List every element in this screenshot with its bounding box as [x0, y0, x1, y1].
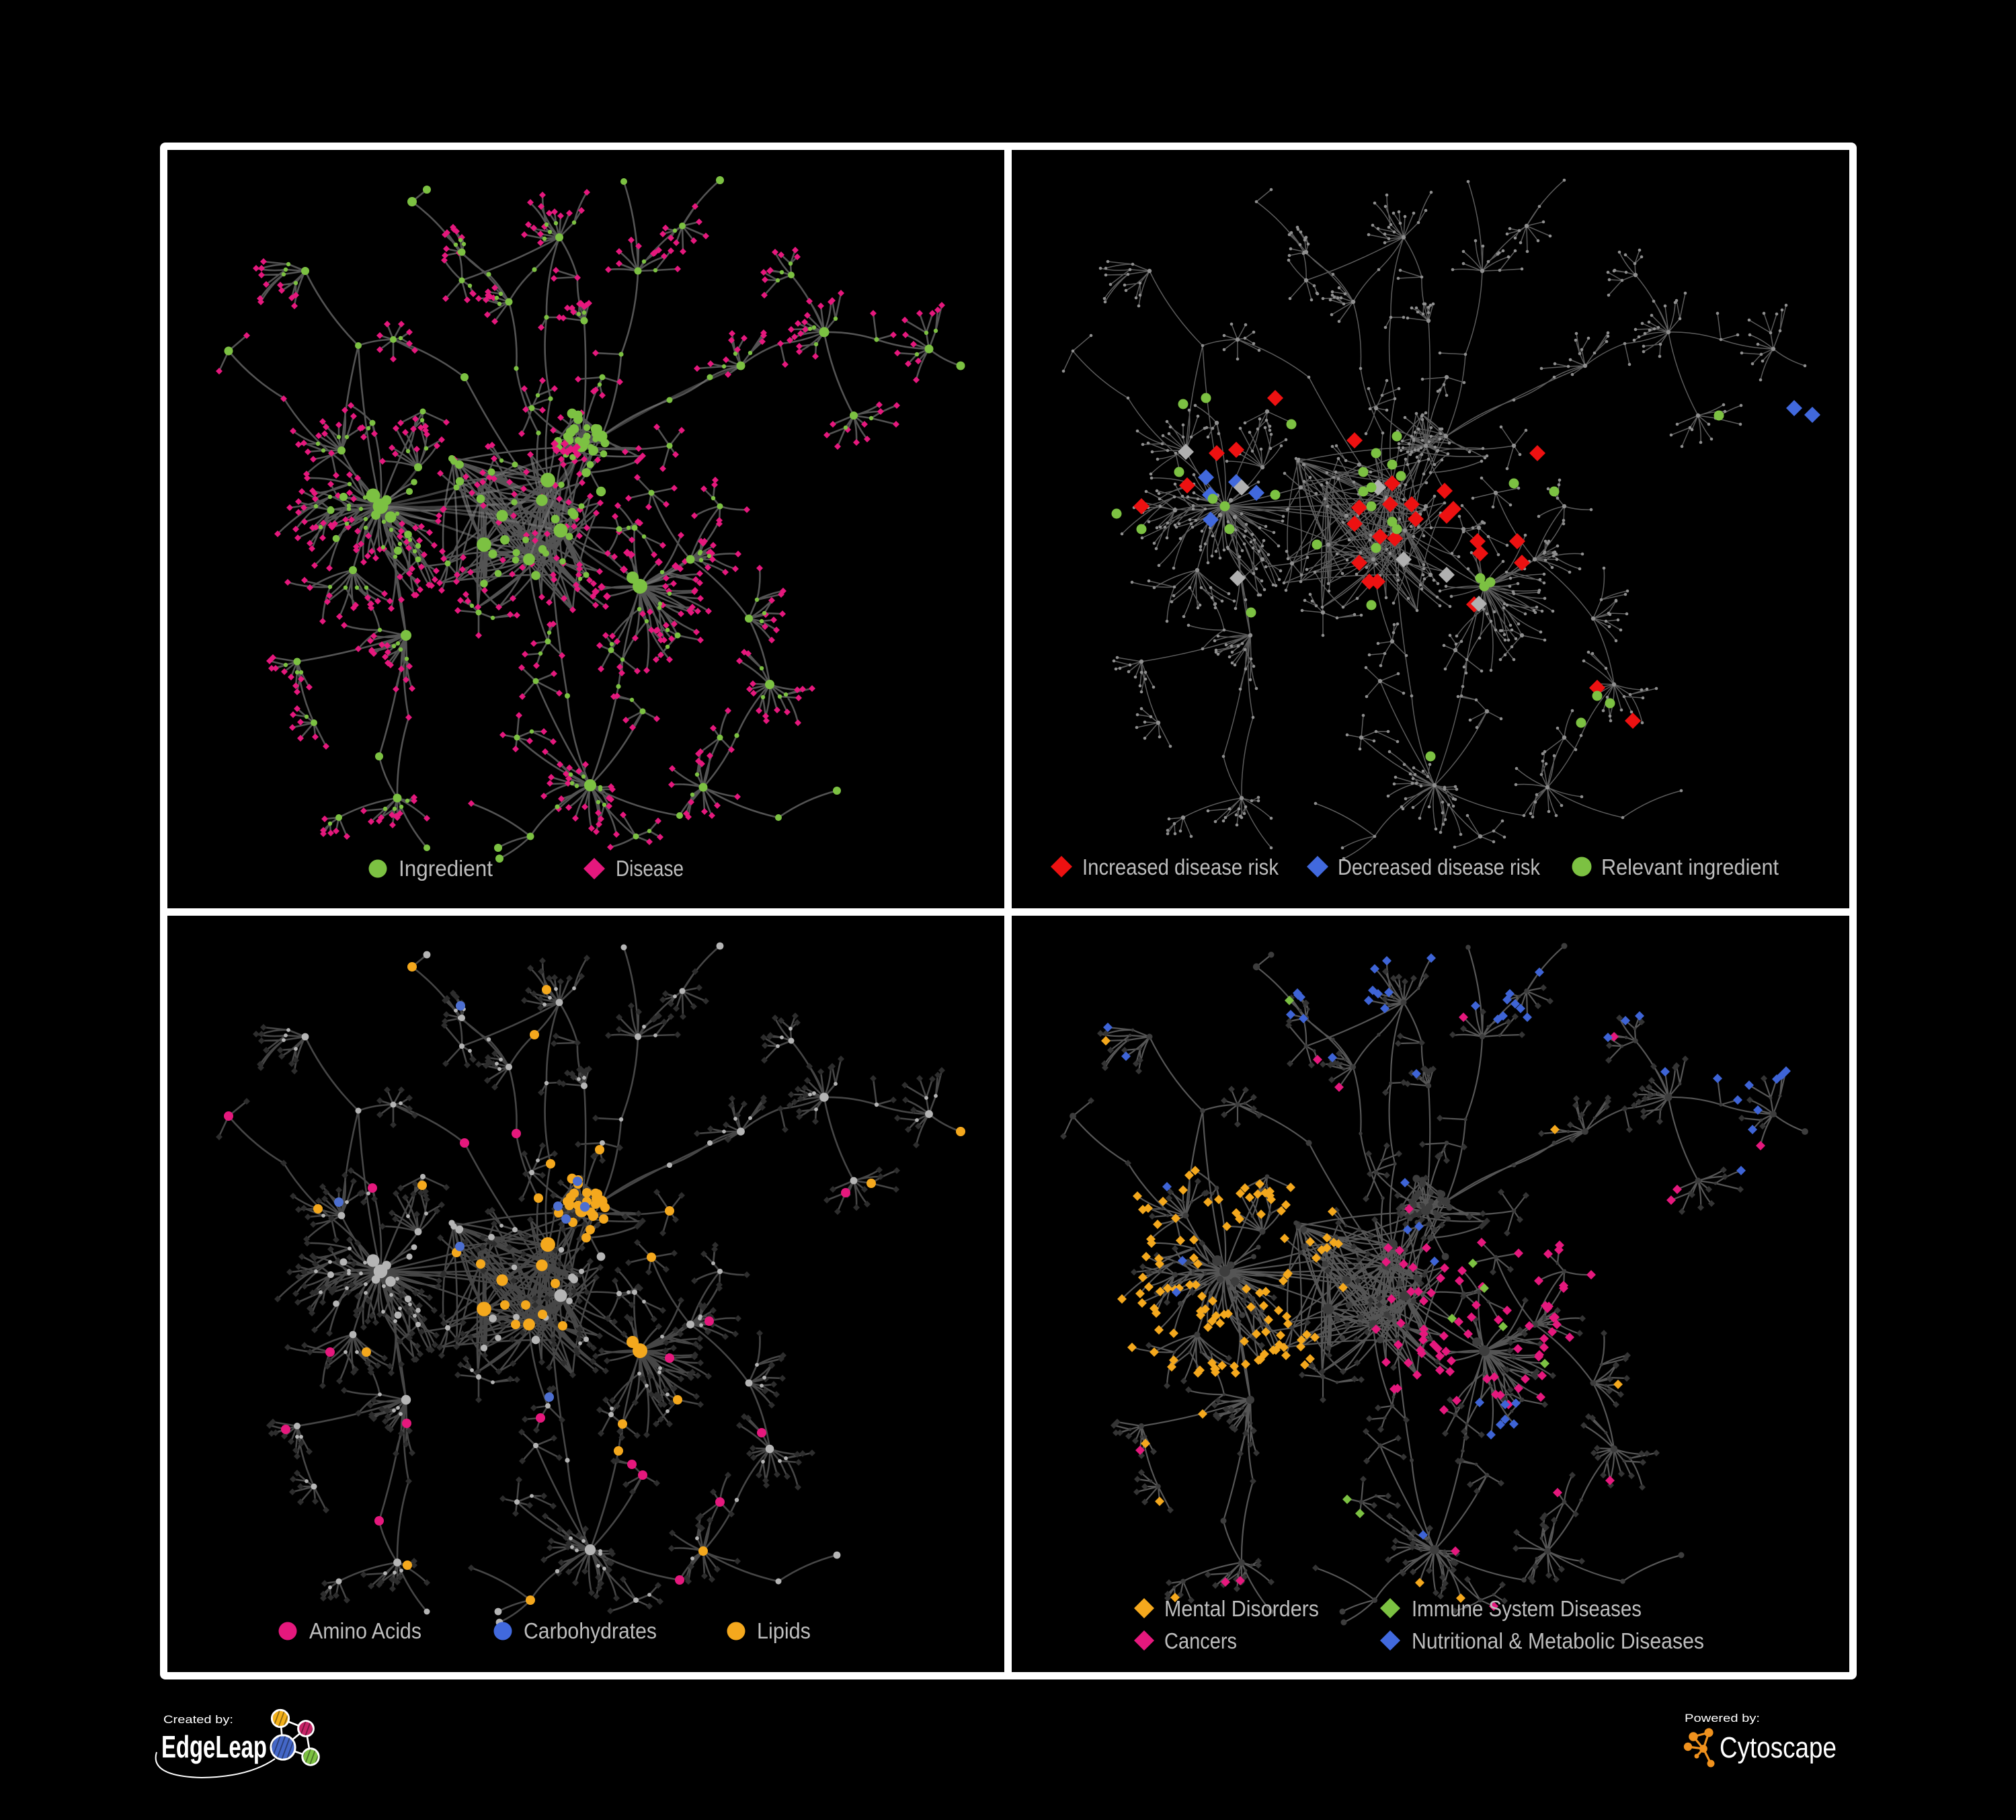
svg-text:Ingredient: Ingredient [399, 856, 493, 881]
svg-text:Increased disease risk: Increased disease risk [1082, 855, 1279, 879]
svg-text:Carbohydrates: Carbohydrates [524, 1618, 657, 1643]
svg-text:Powered by:: Powered by: [1685, 1712, 1760, 1725]
svg-text:Mental Disorders: Mental Disorders [1164, 1596, 1319, 1621]
svg-text:Decreased disease risk: Decreased disease risk [1338, 855, 1540, 879]
svg-text:Lipids: Lipids [757, 1618, 811, 1643]
svg-text:Immune System Diseases: Immune System Diseases [1412, 1596, 1642, 1621]
svg-text:Relevant ingredient: Relevant ingredient [1601, 855, 1779, 879]
svg-text:Cancers: Cancers [1164, 1628, 1237, 1653]
svg-text:Amino Acids: Amino Acids [309, 1618, 421, 1643]
svg-text:Nutritional & Metabolic Diseas: Nutritional & Metabolic Diseases [1412, 1628, 1704, 1653]
svg-text:Disease: Disease [616, 856, 684, 881]
svg-text:Created by:: Created by: [163, 1713, 233, 1726]
svg-text:EdgeLeap: EdgeLeap [161, 1729, 267, 1764]
svg-text:Cytoscape: Cytoscape [1720, 1731, 1837, 1764]
